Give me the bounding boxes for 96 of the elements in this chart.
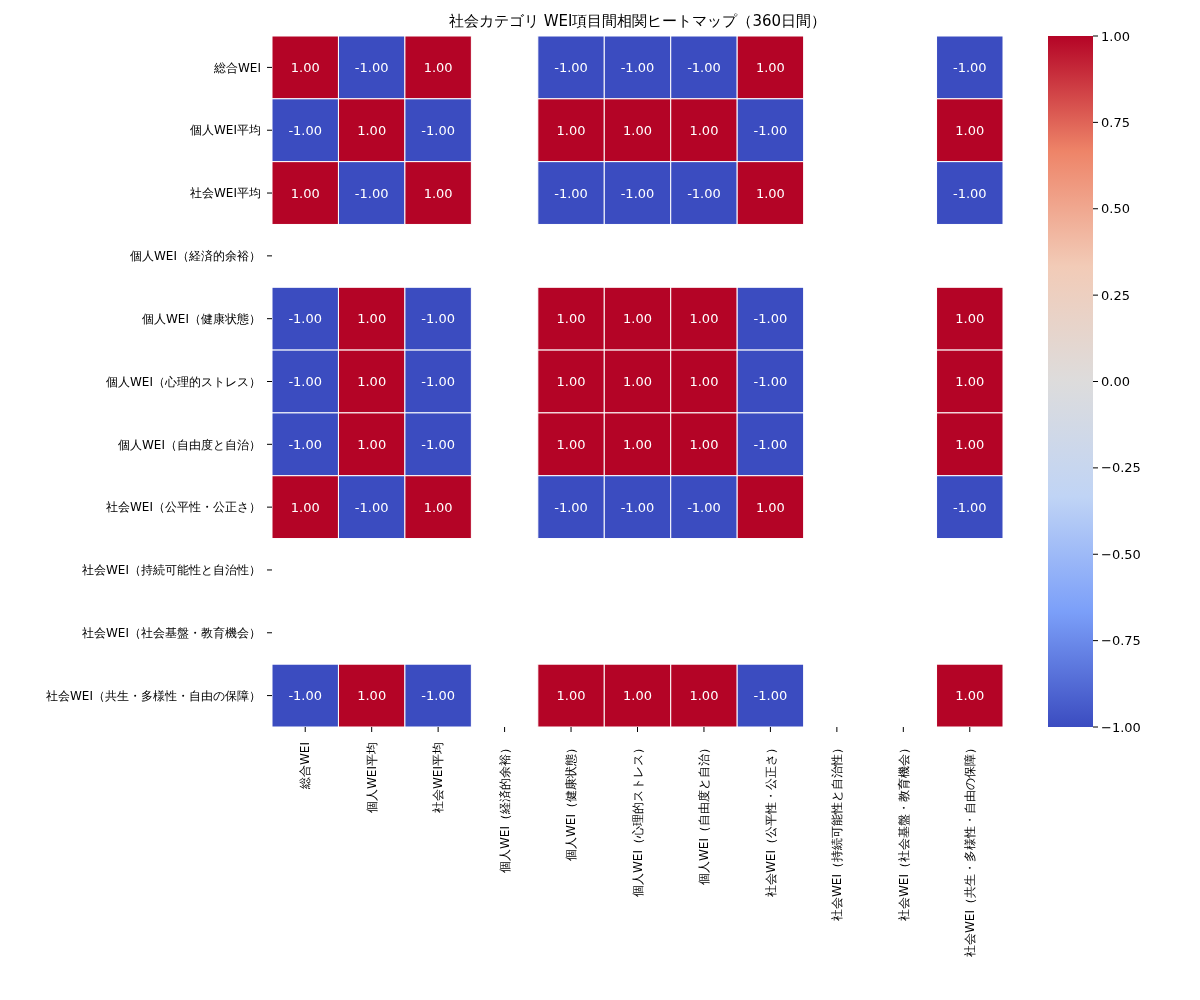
data-label: -1.00: [288, 311, 323, 327]
data-label: 1.00: [623, 374, 652, 390]
data-label: 1.00: [755, 59, 785, 75]
color-bar-label: −0.50: [1101, 546, 1141, 562]
data-label: 1.00: [290, 185, 320, 201]
data-label: -1.00: [620, 185, 655, 201]
color-bar-label: 1.00: [1101, 28, 1130, 44]
data-label: 1.00: [423, 59, 453, 75]
y-tick-label: 個人WEI（自由度と自治）: [118, 437, 261, 452]
data-label: 1.00: [689, 688, 719, 704]
data-label: 1.00: [623, 122, 652, 138]
data-label: 1.00: [623, 311, 652, 327]
data-label: -1.00: [620, 499, 655, 515]
data-label: 1.00: [357, 374, 387, 390]
y-tick-label: 個人WEI（健康状態）: [142, 311, 261, 326]
data-label: -1.00: [354, 59, 389, 75]
color-bar-label: −1.00: [1101, 719, 1141, 735]
data-label: 1.00: [290, 59, 320, 75]
data-label: -1.00: [753, 688, 788, 704]
data-label: 1.00: [357, 122, 387, 138]
data-label: -1.00: [421, 122, 455, 138]
data-label: -1.00: [952, 499, 987, 515]
data-label: 1.00: [357, 311, 387, 327]
data-label: 1.00: [755, 185, 785, 201]
x-tick-label: 総合WEI: [298, 742, 313, 790]
color-bar-label: 0.25: [1101, 287, 1130, 303]
x-tick-label: 個人WEI（心理的ストレス）: [630, 742, 645, 897]
data-label: 1.00: [556, 122, 586, 138]
color-bar-label: 0.50: [1101, 201, 1130, 217]
y-tick-label: 個人WEI（経済的余裕）: [130, 249, 261, 264]
x-tick-label: 社会WEI（公平性・公正さ）: [763, 742, 778, 897]
y-tick-label: 社会WEI（公平性・公正さ）: [106, 500, 261, 515]
data-label: -1.00: [421, 688, 455, 704]
data-label: -1.00: [288, 436, 323, 452]
data-label: 1.00: [556, 688, 586, 704]
data-label: 1.00: [689, 374, 719, 390]
color-bar-label: 0.00: [1101, 374, 1130, 390]
data-label: -1.00: [554, 185, 588, 201]
data-label: 1.00: [623, 436, 652, 452]
color-bar-label: −0.25: [1101, 460, 1141, 476]
data-label: 1.00: [556, 374, 586, 390]
x-tick-label: 個人WEI（健康状態）: [564, 742, 579, 861]
data-label: 1.00: [955, 688, 985, 704]
chart-title: 社会カテゴリ WEI項目間相関ヒートマップ（360日間）: [447, 12, 828, 31]
data-label: -1.00: [421, 311, 455, 327]
data-label: -1.00: [288, 374, 323, 390]
x-tick-label: 社会WEI平均: [431, 742, 446, 813]
data-label: -1.00: [687, 499, 721, 515]
y-tick-label: 社会WEI平均: [190, 186, 261, 201]
y-tick-label: 社会WEI（持続可能性と自治性）: [82, 563, 261, 578]
data-label: 1.00: [755, 499, 785, 515]
data-label: 1.00: [689, 122, 719, 138]
data-label: 1.00: [955, 311, 985, 327]
data-label: 1.00: [623, 688, 652, 704]
data-label: -1.00: [354, 499, 389, 515]
data-label: -1.00: [952, 59, 987, 75]
data-label: -1.00: [421, 374, 455, 390]
data-label: 1.00: [357, 688, 387, 704]
data-label: -1.00: [288, 688, 323, 704]
y-tick-label: 社会WEI（社会基盤・教育機会）: [82, 625, 261, 640]
data-label: 1.00: [689, 436, 719, 452]
data-label: 1.00: [689, 311, 719, 327]
color-bar-label: −0.75: [1101, 633, 1141, 649]
data-label: -1.00: [952, 185, 987, 201]
x-tick-label: 社会WEI（持続可能性と自治性）: [830, 742, 845, 921]
data-label: 1.00: [423, 499, 453, 515]
x-tick-label: 個人WEI（自由度と自治）: [697, 742, 712, 885]
color-bar-label: 0.75: [1101, 114, 1130, 130]
data-label: -1.00: [753, 436, 788, 452]
x-tick-label: 個人WEI平均: [364, 742, 379, 813]
y-tick-label: 総合WEI: [213, 60, 261, 75]
data-label: 1.00: [556, 311, 586, 327]
data-label: 1.00: [955, 436, 985, 452]
x-tick-label: 個人WEI（経済的余裕）: [497, 742, 512, 873]
data-label: -1.00: [687, 59, 721, 75]
data-label: -1.00: [554, 59, 588, 75]
data-label: -1.00: [554, 499, 588, 515]
data-label: -1.00: [753, 122, 788, 138]
data-label: 1.00: [423, 185, 453, 201]
data-label: 1.00: [290, 499, 320, 515]
y-tick-label: 社会WEI（共生・多様性・自由の保障）: [46, 688, 261, 703]
data-label: 1.00: [357, 436, 387, 452]
data-label: -1.00: [753, 374, 788, 390]
data-label: -1.00: [288, 122, 323, 138]
data-label: -1.00: [421, 436, 455, 452]
data-label: -1.00: [687, 185, 721, 201]
data-label: 1.00: [955, 374, 985, 390]
data-label: -1.00: [753, 311, 788, 327]
data-label: 1.00: [556, 436, 586, 452]
data-label: -1.00: [354, 185, 389, 201]
data-label: 1.00: [955, 122, 985, 138]
data-label: -1.00: [620, 59, 655, 75]
x-tick-label: 社会WEI（社会基盤・教育機会）: [896, 742, 911, 921]
y-tick-label: 個人WEI（心理的ストレス）: [106, 374, 261, 389]
x-tick-label: 社会WEI（共生・多様性・自由の保障）: [962, 742, 977, 957]
y-tick-label: 個人WEI平均: [190, 123, 261, 138]
